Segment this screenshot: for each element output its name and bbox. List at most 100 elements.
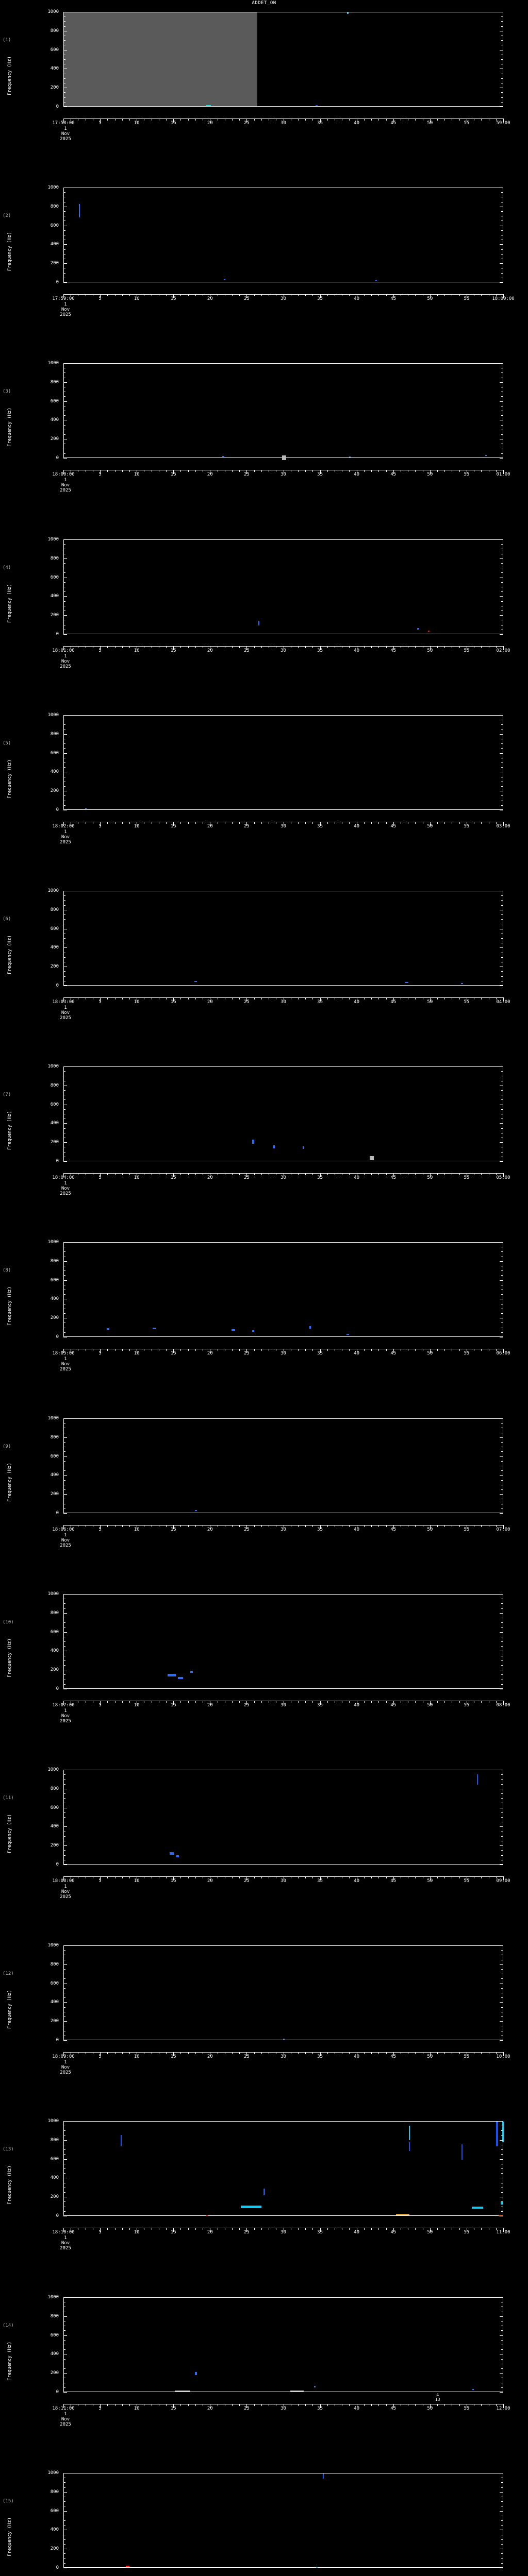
plot-area[interactable] [63,2297,503,2392]
x-minor-tick [444,2404,446,2406]
y-major-tick [63,2335,67,2336]
x-minor-tick [364,1701,365,1703]
y-axis-title: Frequency (Hz) [7,2165,12,2205]
x-minor-tick [481,822,482,824]
y-minor-tick [63,101,65,103]
x-tick-label: 25 [243,121,250,126]
y-tick-label: 800 [50,1434,59,1440]
y-minor-tick-right [501,1099,503,1100]
y-major-tick [63,282,67,283]
x-major-tick [320,1876,321,1880]
plot-area[interactable] [63,1770,503,1865]
x-tick-label: 55 [464,1351,470,1356]
x-major-tick [393,2052,394,2056]
x-tick-label: 12:00 [496,2406,510,2411]
y-tick-label: 0 [56,1334,59,1340]
x-axis [63,646,504,650]
y-major-tick-right [500,458,503,459]
x-minor-tick [129,294,130,296]
y-major-tick-right [500,596,503,597]
x-major-tick [430,294,431,298]
x-minor-tick [327,2404,328,2406]
plot-area[interactable] [63,1066,503,1161]
x-minor-tick [349,1349,350,1351]
plot-area[interactable] [63,1242,503,1337]
x-minor-tick [254,822,255,824]
plot-area[interactable] [63,1594,503,1689]
x-axis [63,997,504,1002]
plot-area[interactable] [63,2121,504,2216]
x-minor-tick [371,1525,372,1527]
x-minor-tick [386,2228,387,2230]
date-month: Nov [61,1714,70,1719]
x-minor-tick [481,1701,482,1703]
y-minor-tick-right [501,914,503,915]
x-minor-tick [107,1173,108,1175]
y-major-tick [63,2040,67,2041]
x-minor-tick [496,1701,497,1703]
y-major-tick-right [500,1632,503,1633]
plot-area[interactable] [63,12,503,107]
plot-area[interactable] [63,715,503,810]
plot-area[interactable] [63,188,503,282]
x-tick-label: 55 [464,2230,470,2235]
y-tick-label: 0 [56,2389,59,2395]
y-axis-title: Frequency (Hz) [7,1111,12,1150]
spectrogram-panel: (14) Frequency (Hz) 0 200 400 600 800 1000 4 13 18… [0,2295,528,2427]
spectrogram-panel: (5) Frequency (Hz) 0 200 400 600 800 1000 18:02:… [0,713,528,845]
x-tick-label: 15 [170,1351,176,1356]
y-tick-label: 400 [50,2175,59,2181]
x-tick-label: 55 [464,1878,470,1884]
plot-area[interactable] [63,539,503,634]
y-minor-tick-right [501,2154,503,2155]
y-minor-tick-right [501,1646,503,1647]
x-minor-tick [371,2228,372,2230]
y-minor-tick [63,1798,65,1799]
y-minor-tick [63,591,65,592]
plot-area[interactable] [63,1945,503,2040]
date-day: 1 [64,478,67,483]
x-minor-tick [312,118,314,121]
plot-area[interactable] [63,891,503,986]
y-major-tick-right [500,2392,503,2393]
plot-area[interactable] [63,1418,503,1513]
x-minor-tick [327,294,328,296]
x-minor-tick [232,997,233,999]
x-tick-label: 45 [390,472,397,477]
x-minor-tick [437,470,438,472]
x-minor-tick [444,294,446,296]
y-major-tick [63,1826,67,1827]
y-tick-label: 200 [50,85,59,91]
detection-trace [252,1140,254,1144]
y-major-tick-right [500,2492,503,2493]
x-major-tick [173,1701,174,1705]
x-minor-tick [364,1876,365,1878]
x-major-tick [393,294,394,298]
x-minor-tick [254,1876,255,1878]
x-tick-label: 55 [464,2054,470,2059]
plot-area[interactable] [63,2473,503,2568]
date-year: 2025 [60,1719,71,1724]
x-tick-label: 50 [427,824,433,829]
date-year: 2025 [60,2246,71,2251]
x-minor-tick [349,1701,350,1703]
y-minor-tick [63,1461,65,1462]
y-minor-tick-right [501,2173,503,2174]
x-major-tick [63,2052,64,2056]
detection-trace [496,2122,499,2146]
plot-area[interactable] [63,363,503,460]
y-minor-tick [63,1451,65,1452]
x-minor-tick [239,118,240,121]
y-minor-tick-right [501,1793,503,1794]
y-minor-tick-right [501,2149,503,2150]
date-year: 2025 [60,664,71,669]
date-year: 2025 [60,1191,71,1196]
y-minor-tick-right [501,919,503,920]
x-major-tick [320,2228,321,2232]
y-minor-tick [63,1622,65,1623]
x-minor-tick [180,997,182,999]
x-major-tick [503,2052,504,2056]
y-major-tick [63,1242,67,1243]
spectrogram-panel: (8) Frequency (Hz) 0 200 400 600 800 1000 18:05:… [0,1240,528,1372]
date-month: Nov [61,1010,70,1015]
